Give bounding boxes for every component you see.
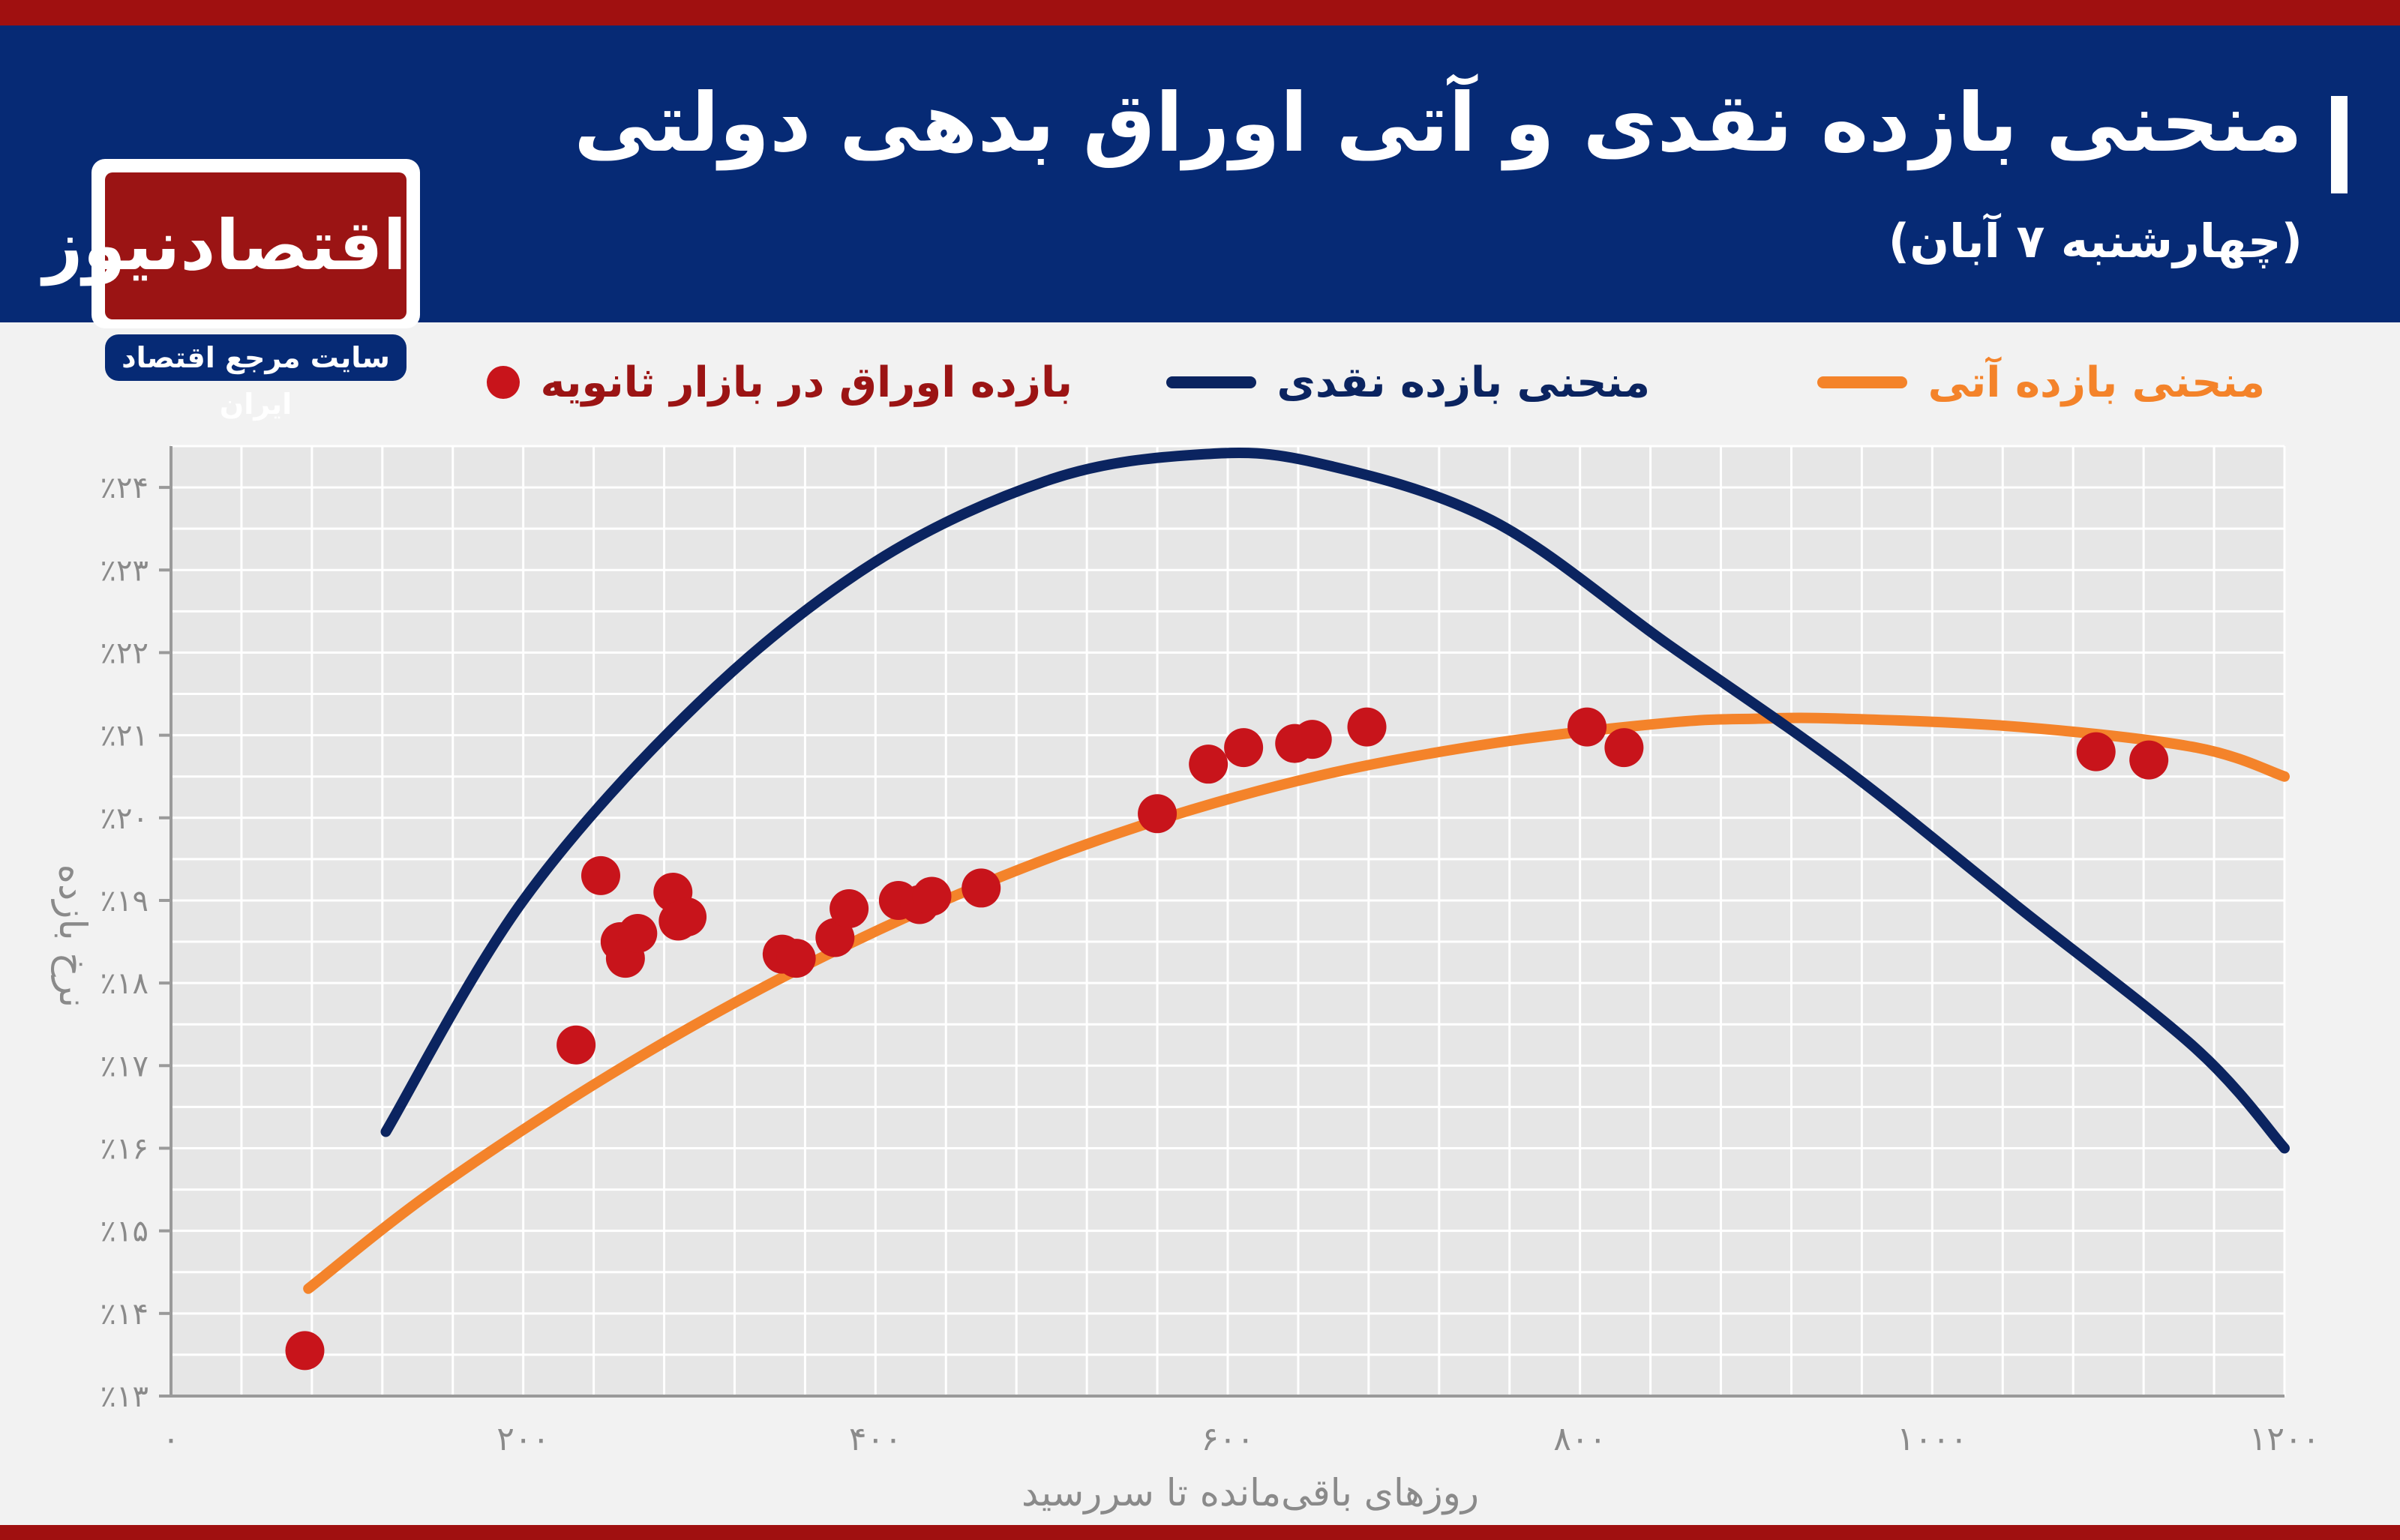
bond-yield-point bbox=[580, 855, 620, 895]
legend-label-future: منحنی بازده آتی bbox=[1928, 358, 2265, 407]
legend-swatch-spot bbox=[1166, 376, 1256, 388]
legend-swatch-secondary bbox=[486, 366, 520, 399]
x-tick-label: ۰ bbox=[162, 1420, 180, 1458]
bond-yield-point bbox=[912, 876, 952, 916]
page-subtitle: (چهارشنبه ۷ آبان) bbox=[1888, 214, 2302, 268]
bond-yield-point bbox=[618, 914, 658, 954]
bond-yield-point bbox=[1568, 707, 1607, 747]
spot-yield-curve bbox=[380, 447, 2290, 1154]
y-tick-label: ٪۱۶ bbox=[100, 1131, 148, 1166]
y-tick-label: ٪۲۳ bbox=[100, 553, 148, 588]
x-tick-label: ۸۰۰ bbox=[1553, 1420, 1606, 1458]
page-title: منحنی بازده نقدی و آتی اوراق بدهی دولتی bbox=[574, 76, 2302, 170]
x-tick-label: ۱۰۰۰ bbox=[1897, 1420, 1968, 1458]
legend-item-future: منحنی بازده آتی bbox=[1816, 352, 2265, 412]
bond-yield-point bbox=[668, 897, 707, 936]
y-tick-label: ٪۲۲ bbox=[100, 636, 148, 670]
bond-yield-point bbox=[285, 1331, 325, 1371]
bond-yield-point bbox=[1138, 794, 1178, 834]
y-tick-label: ٪۱۳ bbox=[100, 1380, 148, 1414]
x-tick-label: ۲۰۰ bbox=[496, 1420, 550, 1458]
bond-yield-point bbox=[830, 888, 869, 928]
bond-yield-point bbox=[1347, 707, 1387, 747]
logo: اقتصادنیوز bbox=[44, 172, 406, 319]
logo-tagline: سایت مرجع اقتصاد ایران bbox=[105, 334, 406, 421]
legend-swatch-future bbox=[1816, 376, 1907, 388]
bond-yield-point bbox=[1604, 728, 1644, 768]
top-stripe bbox=[0, 0, 2400, 25]
bond-yield-point bbox=[556, 1025, 596, 1065]
y-tick-label: ٪۱۸ bbox=[100, 966, 148, 1001]
x-tick-label: ۶۰۰ bbox=[1202, 1420, 1255, 1458]
x-tick-label: ۴۰۰ bbox=[849, 1420, 902, 1458]
y-tick-label: ٪۱۷ bbox=[100, 1049, 148, 1083]
y-tick-label: ٪۱۴ bbox=[100, 1297, 148, 1332]
bond-yield-point bbox=[2129, 740, 2169, 780]
y-tick-label: ٪۱۵ bbox=[100, 1215, 148, 1249]
title-accent-bar bbox=[2331, 96, 2348, 193]
legend-label-spot: منحنی بازده نقدی bbox=[1276, 358, 1651, 407]
bond-yield-point bbox=[1189, 745, 1228, 784]
bond-yield-point bbox=[776, 939, 816, 978]
legend-item-spot: منحنی بازده نقدی bbox=[1166, 352, 1651, 412]
bottom-stripe bbox=[0, 1525, 2400, 1540]
future-yield-curve bbox=[303, 712, 2290, 1294]
bond-yield-point bbox=[962, 868, 1001, 908]
bond-yield-point bbox=[1292, 720, 1332, 760]
bond-yield-point bbox=[815, 918, 855, 957]
legend-item-secondary: بازده اوراق در بازار ثانویه bbox=[486, 352, 1072, 412]
x-tick-label: ۱۲۰۰ bbox=[2249, 1420, 2320, 1458]
y-tick-label: ٪۲۴ bbox=[100, 471, 148, 505]
y-tick-label: ٪۲۰ bbox=[100, 801, 148, 836]
y-tick-label: ٪۱۹ bbox=[100, 884, 148, 918]
bond-yield-point bbox=[2076, 732, 2116, 771]
bond-yield-point bbox=[1224, 728, 1264, 768]
y-axis-title: نرخ بازده bbox=[51, 864, 94, 1008]
x-axis-title: روزهای باقی‌مانده تا سررسید bbox=[1022, 1471, 1479, 1515]
legend-label-secondary: بازده اوراق در بازار ثانویه bbox=[540, 358, 1072, 407]
y-tick-label: ٪۲۱ bbox=[100, 719, 148, 754]
